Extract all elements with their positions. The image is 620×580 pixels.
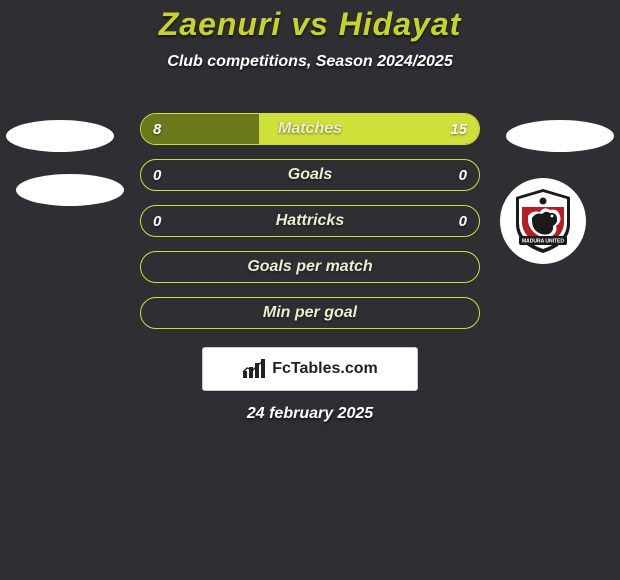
bar-label: Goals — [141, 160, 479, 190]
stat-bar: 815Matches — [140, 113, 480, 145]
stat-bar: 00Hattricks — [140, 205, 480, 237]
page-title: Zaenuri vs Hidayat — [159, 6, 462, 43]
brand-text: FcTables.com — [272, 360, 378, 378]
bar-label: Hattricks — [141, 206, 479, 236]
date-text: 24 february 2025 — [247, 405, 373, 423]
brand-chart-icon — [242, 359, 268, 379]
comparison-card: MADURA UNITED Zaenuri vs Hidayat Club co… — [0, 0, 620, 580]
bar-label: Min per goal — [141, 298, 479, 328]
stat-bar: 00Goals — [140, 159, 480, 191]
bar-label: Goals per match — [141, 252, 479, 282]
content-column: Zaenuri vs Hidayat Club competitions, Se… — [0, 0, 620, 580]
brand-box: FcTables.com — [202, 347, 418, 391]
stat-bar: Min per goal — [140, 297, 480, 329]
stat-bars: 815Matches 00Goals 00Hattricks Goals per ma… — [140, 113, 480, 329]
stat-bar: Goals per match — [140, 251, 480, 283]
bar-label: Matches — [141, 114, 479, 144]
subtitle: Club competitions, Season 2024/2025 — [167, 53, 452, 71]
